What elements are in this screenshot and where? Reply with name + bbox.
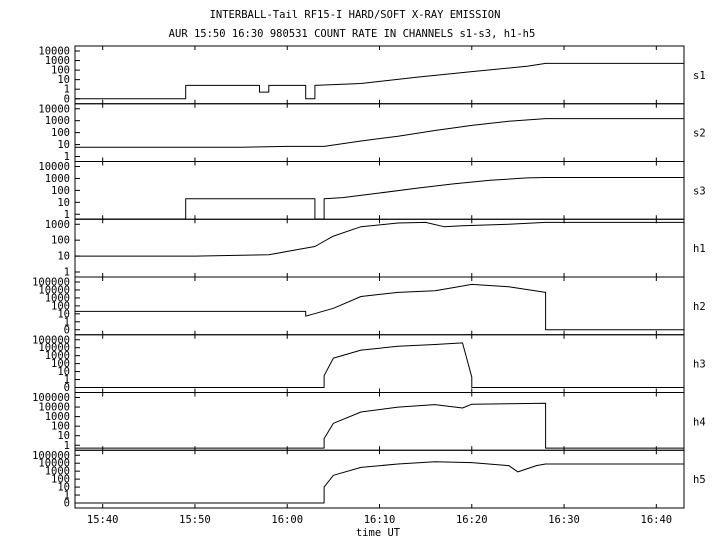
chart-title: INTERBALL-Tail RF15-I HARD/SOFT X-RAY EM… [210,9,501,21]
y-tick-label: 1000 [45,350,70,362]
y-tick-label: 1 [64,490,70,502]
y-tick-label: 1000 [45,173,70,185]
y-tick-label: 1 [64,440,70,452]
y-tick-label: 0 [64,498,70,510]
y-tick-label: 1 [64,151,70,163]
series-s1-line [75,62,684,100]
x-tick-label: 16:00 [271,514,303,526]
y-tick-label: 100 [51,300,70,312]
y-tick-label: 1000 [45,466,70,478]
y-tick-label: 100000 [32,334,70,346]
channel-label: s3 [693,185,706,197]
channel-label: s1 [693,70,706,82]
y-tick-label: 10 [57,430,70,442]
y-tick-label: 10 [57,366,70,378]
y-tick-label: 10 [57,197,70,209]
y-tick-label: 0 [64,324,70,336]
chart-subtitle: AUR 15:50 16:30 980531 COUNT RATE IN CHA… [169,28,536,40]
y-tick-label: 1000 [45,292,70,304]
panel-frame [74,392,685,451]
y-tick-label: 10000 [38,284,70,296]
y-tick-label: 1 [64,316,70,328]
y-tick-label: 10000 [38,103,70,115]
y-tick-label: 1000 [45,219,70,231]
y-tick-label: 100 [51,358,70,370]
channel-label: h2 [693,301,706,313]
x-tick-label: 16:20 [456,514,488,526]
panels-group: 1000010001001010s1100001000100101s210000… [32,45,706,510]
y-tick-label: 10000 [38,342,70,354]
channel-label: h3 [693,359,706,371]
x-axis-label: time UT [356,527,401,539]
series-s2-line [75,118,684,148]
panel-frame [74,161,685,220]
series-h1-line [75,221,684,257]
channel-label: s2 [693,128,706,140]
y-tick-label: 0 [64,382,70,394]
y-tick-label: 100 [51,65,70,77]
y-tick-label: 100 [51,127,70,139]
panel-frame [74,45,685,105]
x-tick-label: 15:40 [87,514,119,526]
panel-frame [74,276,685,336]
x-tick-label: 15:50 [179,514,211,526]
channel-label: h1 [693,243,706,255]
y-tick-label: 100000 [32,277,70,289]
y-tick-label: 100000 [32,392,70,404]
y-tick-label: 10000 [38,161,70,173]
y-tick-label: 10000 [38,402,70,414]
y-tick-label: 100 [51,235,70,247]
panel-frame [74,218,685,278]
series-h2-line [75,283,684,331]
channel-label: h5 [693,474,706,486]
y-tick-label: 1000 [45,411,70,423]
panel-h1: 1000 100 10 1 h1 [45,218,706,279]
x-tick-label: 16:10 [364,514,396,526]
y-tick-label: 100 [51,421,70,433]
series-s3-line [75,177,684,220]
y-tick-label: 10000 [38,458,70,470]
y-tick-label: 0 [64,93,70,105]
y-tick-label: 100 [51,474,70,486]
y-tick-label: 10 [57,251,70,263]
panel-frame [74,449,685,509]
channel-label: h4 [693,416,706,428]
y-tick-label: 10 [57,74,70,86]
series-h5-line [75,461,684,504]
y-tick-label: 1 [64,209,70,221]
panel-frame [74,103,685,162]
series-h4-line [75,402,684,449]
x-tick-label: 16:40 [641,514,673,526]
series-h3-line [75,342,684,388]
x-axis: 15:40 15:50 16:00 16:10 16:20 16:30 16:40 [87,514,672,526]
y-tick-label: 10 [57,308,70,320]
panel-frame [74,334,685,393]
y-tick-label: 1 [64,374,70,386]
y-tick-label: 1000 [45,115,70,127]
y-tick-label: 1 [64,84,70,96]
y-tick-label: 10000 [38,46,70,58]
y-tick-label: 100000 [32,450,70,462]
x-tick-label: 16:30 [548,514,580,526]
y-tick-label: 100 [51,185,70,197]
y-tick-label: 1 [64,267,70,279]
y-tick-label: 1000 [45,55,70,67]
y-tick-label: 10 [57,139,70,151]
y-tick-label: 10 [57,482,70,494]
